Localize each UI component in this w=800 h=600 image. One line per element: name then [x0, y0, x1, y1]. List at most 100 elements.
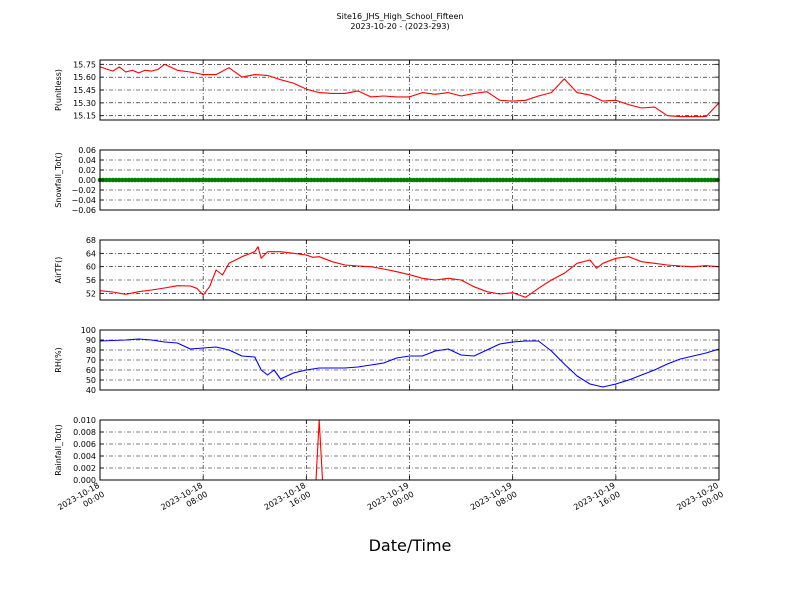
- data-point: [705, 177, 711, 183]
- data-point: [392, 177, 397, 183]
- data-point: [580, 177, 586, 183]
- y-tick-label: 40: [86, 386, 96, 395]
- y-tick-label: 0.010: [73, 416, 96, 425]
- data-point: [264, 177, 269, 183]
- data-point: [219, 177, 224, 183]
- y-tick-label: −0.04: [71, 196, 96, 205]
- data-point: [449, 177, 455, 183]
- data-point: [648, 177, 653, 183]
- data-point: [158, 177, 164, 183]
- data-point: [574, 177, 580, 183]
- data-point: [257, 177, 263, 183]
- data-point: [433, 177, 439, 183]
- data-point: [651, 177, 656, 183]
- data-point: [430, 177, 436, 183]
- data-point: [680, 177, 685, 183]
- data-point: [363, 177, 368, 183]
- data-point: [600, 177, 605, 183]
- data-point: [145, 177, 151, 183]
- data-point: [120, 177, 125, 183]
- data-point: [113, 177, 119, 183]
- data-point: [654, 177, 660, 183]
- data-point: [526, 177, 532, 183]
- data-point: [619, 177, 624, 183]
- y-tick-label: 0.002: [73, 464, 96, 473]
- data-point: [699, 177, 704, 183]
- data-point: [283, 177, 288, 183]
- data-point: [126, 177, 132, 183]
- data-point: [379, 177, 384, 183]
- data-point: [267, 177, 272, 183]
- data-point: [443, 177, 448, 183]
- x-tick-label: 2023-10-1908:00: [469, 481, 519, 521]
- data-point: [212, 177, 218, 183]
- data-point: [107, 177, 112, 183]
- x-tick-label: 2023-10-1816:00: [263, 481, 313, 521]
- data-point: [561, 177, 567, 183]
- data-point: [366, 177, 372, 183]
- data-point: [571, 177, 576, 183]
- series-line: [99, 63, 720, 118]
- data-point: [510, 177, 516, 183]
- data-point: [603, 177, 608, 183]
- data-point: [628, 177, 634, 183]
- data-point: [308, 177, 314, 183]
- x-tick-labels: 2023-10-1800:00 2023-10-1808:00 2023-10-18…: [56, 481, 725, 521]
- data-point: [632, 177, 637, 183]
- data-point: [123, 177, 128, 183]
- data-point: [353, 177, 359, 183]
- data-point: [507, 177, 512, 183]
- data-point: [251, 177, 256, 183]
- data-point: [660, 177, 666, 183]
- x-tick-label: 2023-10-1808:00: [159, 481, 209, 521]
- y-tick-label: 0.004: [73, 452, 96, 461]
- data-point: [606, 177, 612, 183]
- data-point: [129, 177, 135, 183]
- x-tick-label: 2023-10-1916:00: [572, 481, 622, 521]
- data-point: [446, 177, 452, 183]
- y-tick-label: −0.06: [71, 206, 96, 215]
- data-point: [414, 177, 420, 183]
- data-point: [424, 177, 429, 183]
- data-point: [292, 177, 298, 183]
- data-point: [276, 177, 282, 183]
- data-point: [110, 177, 116, 183]
- data-point: [667, 177, 672, 183]
- data-point: [468, 177, 474, 183]
- panel-1: 15.15 15.30 15.45 15.60 15.75 P(unitless): [54, 59, 720, 121]
- data-point: [116, 177, 122, 183]
- y-tick-label: 15.45: [73, 86, 96, 95]
- y-tick-label: −0.02: [71, 186, 96, 195]
- data-point: [155, 177, 160, 183]
- data-point: [376, 177, 381, 183]
- data-point: [635, 177, 640, 183]
- data-point: [382, 177, 388, 183]
- data-point: [193, 177, 199, 183]
- panel-5: 0.000 0.002 0.004 0.006 0.008 0.010 Rainfall_T…: [54, 416, 720, 485]
- data-point: [209, 177, 215, 183]
- y-tick-label: 15.75: [73, 60, 96, 69]
- y-axis-label: Snowfall_Tot(): [54, 152, 63, 208]
- data-point: [235, 177, 240, 183]
- x-tick-label: 2023-10-1900:00: [366, 481, 416, 521]
- data-point: [590, 177, 596, 183]
- data-point: [625, 177, 631, 183]
- data-point: [520, 177, 525, 183]
- data-point: [484, 177, 490, 183]
- data-point: [161, 177, 167, 183]
- data-point: [312, 177, 317, 183]
- data-point: [184, 177, 189, 183]
- data-point: [616, 177, 621, 183]
- data-point: [481, 177, 487, 183]
- data-point: [318, 177, 324, 183]
- data-point: [289, 177, 295, 183]
- data-point: [427, 177, 432, 183]
- data-point: [532, 177, 538, 183]
- data-point: [398, 177, 404, 183]
- panels: 15.15 15.30 15.45 15.60 15.75 P(unitless) −0.0…: [54, 59, 720, 485]
- y-tick-label: 90: [86, 336, 96, 345]
- data-point: [180, 177, 186, 183]
- y-tick-label: 64: [86, 249, 96, 258]
- data-point: [436, 177, 442, 183]
- data-point: [622, 177, 628, 183]
